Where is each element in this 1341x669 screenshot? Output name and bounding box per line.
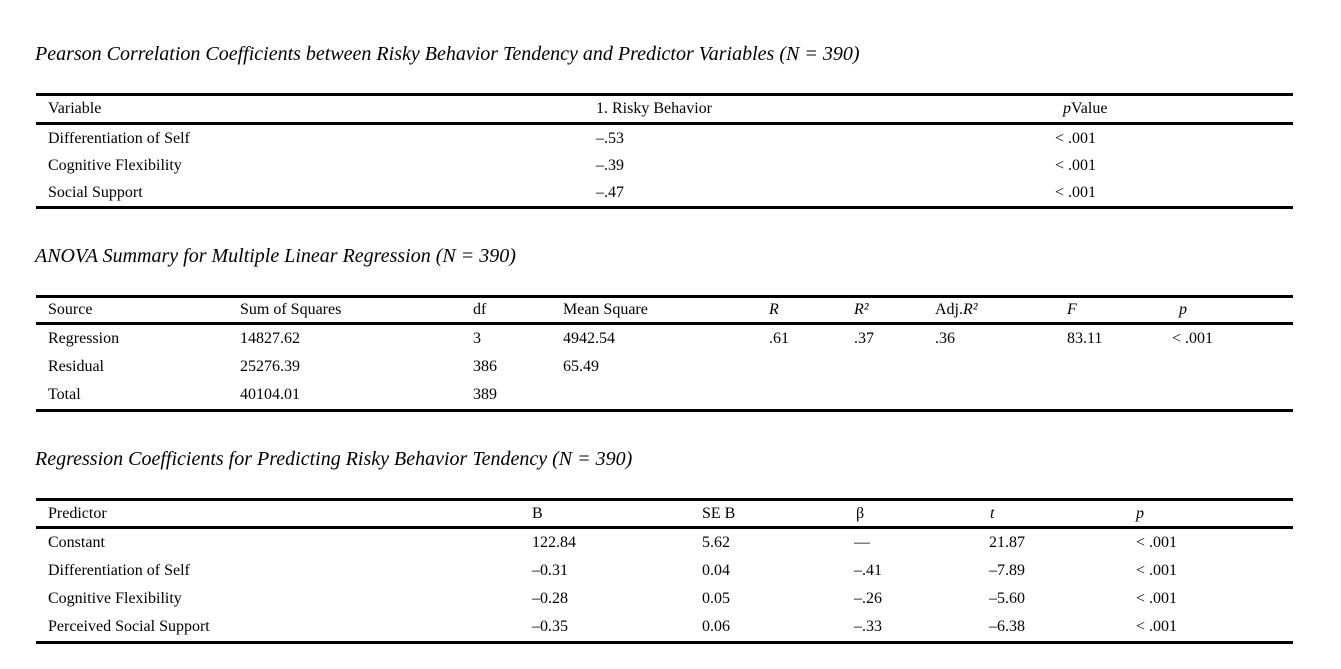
cell-t: –7.89 <box>989 562 1025 579</box>
cell-t: –6.38 <box>989 618 1025 635</box>
cell-df: 389 <box>473 386 497 403</box>
cell-mean-square: 65.49 <box>563 358 599 375</box>
header-t: t <box>990 504 995 522</box>
table-row: Total 40104.01 389 <box>36 381 1293 409</box>
regression-table-header-row: Predictor B SE B β t p <box>36 501 1293 529</box>
cell-beta: — <box>854 534 870 551</box>
cell-sum-of-squares: 40104.01 <box>240 386 300 403</box>
cell-b: 122.84 <box>532 534 576 551</box>
cell-predictor: Perceived Social Support <box>48 618 210 635</box>
table-row: Constant 122.84 5.62 — 21.87 < .001 <box>36 529 1293 557</box>
cell-sum-of-squares: 14827.62 <box>240 330 300 347</box>
header-source: Source <box>48 301 93 318</box>
table-row: Differentiation of Self –0.31 0.04 –.41 … <box>36 557 1293 585</box>
cell-df: 386 <box>473 358 497 375</box>
cell-variable: Cognitive Flexibility <box>48 156 182 174</box>
header-r-squared: R² <box>854 301 869 318</box>
cell-source: Total <box>48 386 81 403</box>
cell-b: –0.35 <box>532 618 568 635</box>
cell-df: 3 <box>473 330 481 347</box>
regression-table-title: Regression Coefficients for Predicting R… <box>35 448 633 470</box>
cell-correlation: –.47 <box>596 183 624 201</box>
header-r: R <box>769 301 779 318</box>
cell-p-value: < .001 <box>1055 156 1097 174</box>
header-predictor: Predictor <box>48 504 107 522</box>
header-beta: β <box>856 504 865 522</box>
anova-table: Source Sum of Squares df Mean Square R R… <box>36 295 1293 412</box>
cell-t: –5.60 <box>989 590 1025 607</box>
cell-r-squared: .37 <box>854 330 874 347</box>
cell-b: –0.28 <box>532 590 568 607</box>
table-row: Regression 14827.62 3 4942.54 .61 .37 .3… <box>36 325 1293 353</box>
cell-correlation: –.53 <box>596 129 624 147</box>
cell-source: Regression <box>48 330 120 347</box>
cell-beta: –.26 <box>854 590 882 607</box>
cell-variable: Social Support <box>48 183 143 201</box>
correlation-table: Variable 1. Risky Behavior p Value Diffe… <box>36 93 1293 209</box>
table-row: Cognitive Flexibility –.39 < .001 <box>36 152 1293 179</box>
cell-source: Residual <box>48 358 104 375</box>
cell-variable: Differentiation of Self <box>48 129 190 147</box>
cell-beta: –.41 <box>854 562 882 579</box>
header-p: p <box>1179 301 1187 318</box>
cell-sum-of-squares: 25276.39 <box>240 358 300 375</box>
header-sum-of-squares: Sum of Squares <box>240 301 342 318</box>
anova-table-header-row: Source Sum of Squares df Mean Square R R… <box>36 298 1293 325</box>
header-variable: Variable <box>48 100 102 117</box>
p-symbol: p <box>1063 100 1071 117</box>
correlation-table-title: Pearson Correlation Coefficients between… <box>35 43 860 65</box>
table-row: Differentiation of Self –.53 < .001 <box>36 125 1293 152</box>
header-p-value: p Value <box>1063 96 1107 122</box>
cell-se-b: 5.62 <box>702 534 730 551</box>
header-adj-r-squared: Adj. R² <box>935 298 978 322</box>
anova-table-title: ANOVA Summary for Multiple Linear Regres… <box>35 245 516 267</box>
cell-p: < .001 <box>1136 534 1178 551</box>
table-row: Perceived Social Support –0.35 0.06 –.33… <box>36 613 1293 641</box>
cell-p: < .001 <box>1136 562 1178 579</box>
header-se-b: SE B <box>702 504 736 522</box>
cell-p: < .001 <box>1136 618 1178 635</box>
adj-prefix: Adj. <box>935 301 963 318</box>
header-p: p <box>1136 504 1144 522</box>
header-f: F <box>1067 301 1077 318</box>
cell-se-b: 0.05 <box>702 590 730 607</box>
cell-se-b: 0.04 <box>702 562 730 579</box>
p-value-label: Value <box>1071 100 1108 117</box>
cell-p-value: < .001 <box>1055 183 1097 201</box>
table-row: Social Support –.47 < .001 <box>36 179 1293 206</box>
table-row: Residual 25276.39 386 65.49 <box>36 353 1293 381</box>
cell-p-value: < .001 <box>1055 129 1097 147</box>
header-df: df <box>473 301 487 318</box>
cell-f: 83.11 <box>1067 330 1103 347</box>
cell-beta: –.33 <box>854 618 882 635</box>
cell-mean-square: 4942.54 <box>563 330 615 347</box>
header-b: B <box>532 504 543 522</box>
header-risky-behavior: 1. Risky Behavior <box>596 100 712 117</box>
cell-correlation: –.39 <box>596 156 624 174</box>
cell-t: 21.87 <box>989 534 1025 551</box>
correlation-table-header-row: Variable 1. Risky Behavior p Value <box>36 96 1293 125</box>
cell-p: < .001 <box>1172 330 1214 347</box>
cell-b: –0.31 <box>532 562 568 579</box>
cell-adj-r-squared: .36 <box>935 330 955 347</box>
header-mean-square: Mean Square <box>563 301 648 318</box>
cell-predictor: Constant <box>48 534 105 551</box>
cell-predictor: Cognitive Flexibility <box>48 590 182 607</box>
cell-predictor: Differentiation of Self <box>48 562 190 579</box>
cell-r: .61 <box>769 330 789 347</box>
cell-p: < .001 <box>1136 590 1178 607</box>
table-row: Cognitive Flexibility –0.28 0.05 –.26 –5… <box>36 585 1293 613</box>
regression-table: Predictor B SE B β t p Constant 122.84 5… <box>36 498 1293 644</box>
cell-se-b: 0.06 <box>702 618 730 635</box>
adj-r2-symbol: R² <box>963 301 978 318</box>
